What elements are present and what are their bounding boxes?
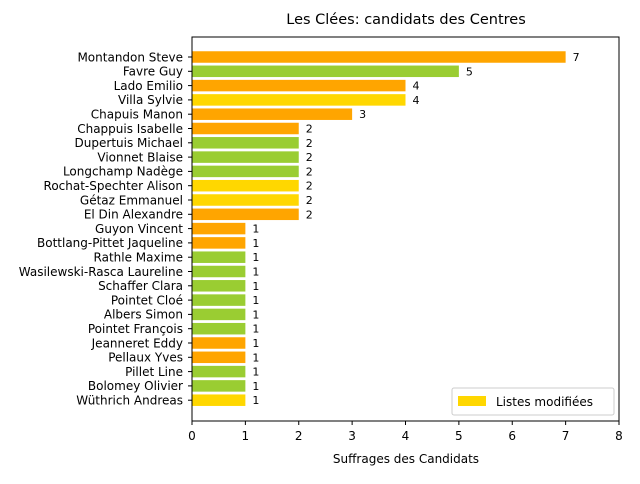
value-label: 4 [413, 94, 420, 107]
value-label: 3 [359, 108, 366, 121]
value-label: 1 [252, 366, 259, 379]
value-label: 1 [252, 308, 259, 321]
category-label: Lado Emilio [114, 79, 183, 93]
value-label: 4 [413, 80, 420, 93]
x-tick-label: 7 [562, 429, 570, 443]
chart-title: Les Clées: candidats des Centres [286, 12, 526, 28]
category-label: Albers Simon [104, 308, 183, 322]
category-label: Bottlang-Pittet Jaqueline [37, 236, 183, 250]
x-tick-label: 1 [242, 429, 250, 443]
category-label: Dupertuis Michael [75, 136, 183, 150]
bar-vionnet-blaise [192, 151, 299, 163]
category-label: Wüthrich Andreas [76, 394, 183, 408]
bar-villa-sylvie [192, 94, 406, 106]
bar-montandon-steve [192, 51, 566, 63]
category-label: Pellaux Yves [108, 351, 183, 365]
value-label: 1 [252, 337, 259, 350]
category-label: Vionnet Blaise [97, 150, 183, 164]
legend-label: Listes modifiées [496, 395, 593, 409]
category-label: Bolomey Olivier [88, 379, 183, 393]
category-label: Rathle Maxime [94, 251, 183, 265]
x-tick-label: 8 [615, 429, 623, 443]
value-label: 1 [252, 223, 259, 236]
category-label: Wasilewski-Rasca Laureline [19, 265, 183, 279]
category-label: Longchamp Nadège [63, 165, 183, 179]
category-label: Montandon Steve [77, 50, 183, 64]
category-label: Pillet Line [125, 365, 183, 379]
bar-chappuis-isabelle [192, 122, 299, 135]
bar-pellaux-yves [192, 351, 246, 364]
value-label: 2 [306, 180, 313, 193]
bar-bottlang-pittet-jaqueline [192, 237, 246, 249]
bar-getaz-emmanuel [192, 194, 299, 206]
x-tick-label: 0 [188, 429, 196, 443]
legend: Listes modifiées [451, 387, 615, 416]
plot-frame [191, 36, 620, 422]
value-label: 2 [306, 123, 313, 136]
value-label: 1 [252, 251, 259, 264]
value-label: 1 [252, 323, 259, 336]
bar-pointet-cloe [192, 294, 246, 306]
value-label: 2 [306, 208, 313, 221]
value-label: 1 [252, 294, 259, 307]
x-axis-label: Suffrages des Candidats [333, 452, 479, 466]
bar-albers-simon [192, 308, 246, 321]
category-label: Gétaz Emmanuel [80, 193, 183, 207]
bar-dupertuis-michael [192, 137, 299, 149]
bar-rathle-maxime [192, 251, 246, 263]
category-label: Favre Guy [123, 65, 183, 79]
value-label: 2 [306, 137, 313, 150]
value-label: 1 [252, 380, 259, 393]
value-label: 1 [252, 394, 259, 407]
value-label: 2 [306, 165, 313, 178]
bar-pillet-line [192, 365, 246, 378]
bar-guyon-vincent [192, 222, 246, 235]
bar-wuthrich-andreas [192, 394, 246, 406]
x-tick-label: 6 [508, 429, 516, 443]
x-axis-ticks: 0 1 2 3 4 5 6 7 8 [188, 421, 623, 443]
x-tick-label: 3 [348, 429, 356, 443]
bar-favre-guy [192, 65, 459, 78]
bar-bolomey-olivier [192, 380, 246, 392]
bar-schaffer-clara [192, 280, 246, 292]
category-label: Jeanneret Eddy [91, 336, 183, 350]
category-label: Rochat-Spechter Alison [44, 179, 183, 193]
value-label: 7 [573, 51, 580, 64]
category-label: Pointet Cloé [111, 293, 183, 307]
bar-wasilewski-rasca-laureline [192, 265, 246, 278]
x-tick-label: 4 [402, 429, 410, 443]
legend-box [451, 387, 615, 416]
value-label: 2 [306, 194, 313, 207]
bar-chapuis-manon [192, 108, 353, 120]
value-label: 1 [252, 351, 259, 364]
category-label: Chappuis Isabelle [77, 122, 183, 136]
bar-rochat-spechter-alison [192, 179, 299, 192]
bar-longchamp-nadege [192, 165, 299, 178]
x-tick-label: 2 [295, 429, 303, 443]
category-label: El Din Alexandre [84, 208, 183, 222]
value-label: 1 [252, 266, 259, 279]
bar-pointet-francois [192, 322, 246, 335]
bar-el-din-alexandre [192, 208, 299, 221]
category-label: Chapuis Manon [91, 108, 183, 122]
category-label: Villa Sylvie [118, 93, 183, 107]
legend-swatch [458, 396, 486, 406]
category-label: Pointet François [88, 322, 183, 336]
bars-layer [192, 51, 566, 406]
bar-jeanneret-eddy [192, 337, 246, 349]
category-label: Guyon Vincent [95, 222, 183, 236]
value-label: 5 [466, 65, 473, 78]
value-label: 1 [252, 280, 259, 293]
value-label: 2 [306, 151, 313, 164]
x-tick-label: 5 [455, 429, 463, 443]
category-label: Schaffer Clara [98, 279, 183, 293]
value-label: 1 [252, 237, 259, 250]
bar-lado-emilio [192, 79, 406, 92]
